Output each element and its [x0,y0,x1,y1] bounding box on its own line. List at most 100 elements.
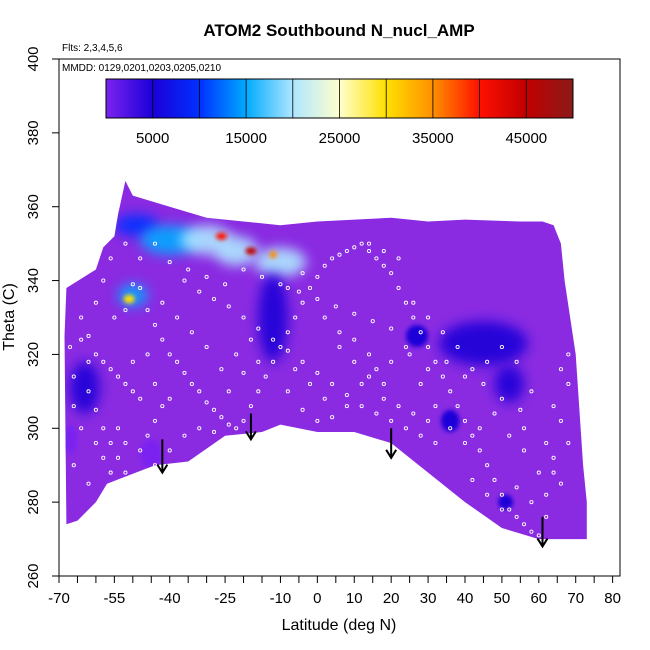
sample-point [359,241,364,246]
sample-point [566,352,571,357]
sample-point [529,500,534,505]
enhancement-region [498,494,513,510]
sample-point [160,337,165,342]
sample-point [160,300,165,305]
sample-point [263,374,268,379]
sample-point [322,315,327,320]
sample-point [477,426,482,431]
sample-point [366,352,372,357]
sample-point [175,359,180,364]
sample-point [285,348,290,353]
sample-point [241,315,246,320]
sample-point [352,359,357,364]
enhancement-region [258,273,288,362]
sample-point [219,367,224,372]
sample-point [138,396,143,401]
sample-point [426,367,431,372]
sample-point [175,315,180,320]
flight-marker-arrow [385,428,398,460]
sample-point [551,470,556,475]
sample-point [507,507,512,512]
sample-point [300,407,305,412]
sample-point [477,448,482,453]
sample-point [485,463,490,468]
sample-point [315,418,320,423]
sample-point [152,322,158,327]
sample-point [462,441,468,446]
y-tick-label: 320 [25,342,42,367]
sample-point [315,370,320,375]
sample-point [403,300,408,305]
sample-point [204,274,209,279]
sample-point [256,389,261,394]
sample-point [344,392,349,398]
sample-point [79,315,84,320]
sample-point [448,426,453,431]
sample-point [374,411,379,416]
sample-point [536,470,541,475]
sample-point [211,429,217,435]
sample-point [544,514,549,519]
sample-point [86,389,91,394]
enhancement-region [70,361,100,414]
sample-point [455,344,460,350]
enhancement-region [269,251,277,259]
sample-point [285,389,290,394]
flight-marker-arrow [156,439,169,475]
enhancement-region [439,321,528,366]
sample-point [558,481,563,486]
sample-point [93,300,98,305]
sample-point [296,289,301,294]
sample-point [123,441,128,446]
sample-point [499,492,504,497]
sample-point [204,344,209,350]
sample-point [411,300,416,305]
sample-point [411,315,416,320]
sample-point [197,289,202,294]
x-tick-label: 50 [494,590,511,607]
sample-point [226,304,231,309]
sample-point [167,352,172,357]
sample-point [130,359,135,364]
sample-point [521,448,527,453]
sample-point [374,256,379,261]
sample-point [226,422,231,427]
sample-point [300,359,305,364]
enhancement-region [405,324,429,348]
sample-point [381,248,386,254]
sample-point [481,381,486,387]
sample-point [278,282,283,287]
sample-point [130,477,135,483]
x-tick-label: 20 [383,590,400,607]
sample-point [285,285,290,291]
sample-point [79,426,84,431]
sample-point [71,374,76,379]
colorbar-tick-label: 25000 [319,130,361,147]
sample-point [330,415,335,420]
sample-point [71,463,76,468]
sample-point [470,367,475,372]
sample-point [514,514,519,519]
sample-point [470,433,475,438]
sample-point [518,407,523,412]
x-tick-label: -25 [214,590,236,607]
sample-point [536,533,541,538]
sample-point [241,370,246,375]
sample-point [145,308,150,313]
colorbar-tick-label: 15000 [225,130,267,147]
sample-point [160,404,165,409]
sample-point [204,400,209,405]
enhancement-region [214,236,259,266]
sample-point [426,344,431,350]
sample-point [418,381,423,387]
sample-point [544,492,549,497]
sample-point [182,433,187,438]
sample-point [403,426,408,431]
sample-point [359,381,364,387]
x-tick-label: 60 [530,590,547,607]
sample-point [130,282,135,287]
sample-point [145,352,150,357]
sample-point [521,522,527,527]
sample-point [101,455,106,460]
sample-point [145,433,150,438]
